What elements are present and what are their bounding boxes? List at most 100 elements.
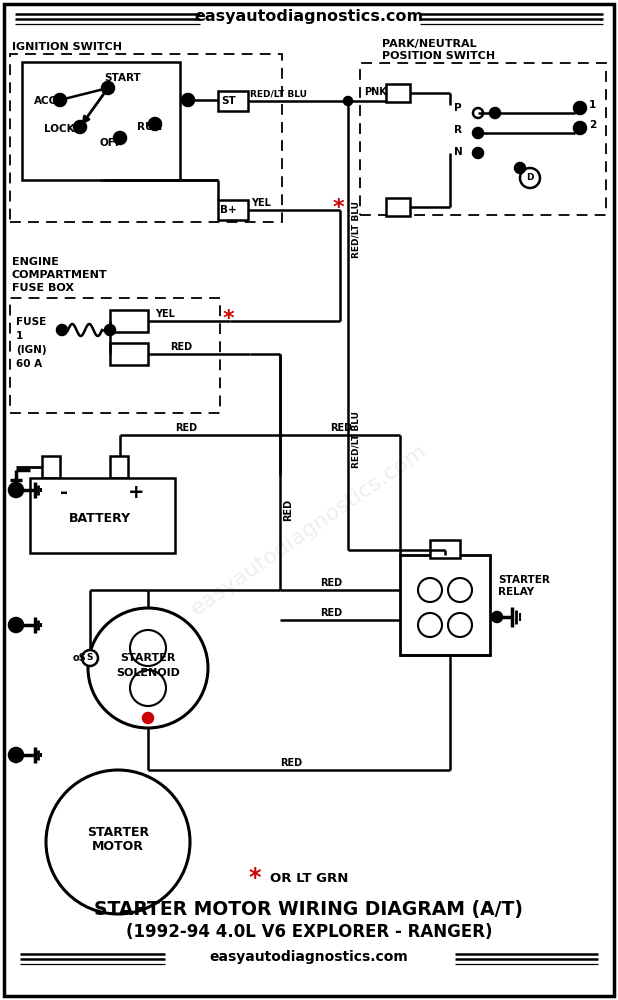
Circle shape xyxy=(114,132,126,144)
Circle shape xyxy=(490,108,500,118)
Bar xyxy=(10,54,282,222)
Text: S: S xyxy=(87,654,93,662)
Circle shape xyxy=(82,650,98,666)
Circle shape xyxy=(88,608,208,728)
Circle shape xyxy=(130,630,166,666)
Text: RED/LT BLU: RED/LT BLU xyxy=(250,90,307,99)
Text: +: + xyxy=(128,484,145,502)
Text: STARTER MOTOR WIRING DIAGRAM (A/T): STARTER MOTOR WIRING DIAGRAM (A/T) xyxy=(95,900,523,920)
Circle shape xyxy=(492,612,502,622)
Text: RED/LT BLU: RED/LT BLU xyxy=(352,412,361,468)
Text: oS: oS xyxy=(73,653,87,663)
Text: N: N xyxy=(454,147,463,157)
Bar xyxy=(42,456,60,478)
Circle shape xyxy=(574,122,586,134)
Text: SOLENOID: SOLENOID xyxy=(116,668,180,678)
Text: RED: RED xyxy=(283,499,293,521)
Text: RELAY: RELAY xyxy=(498,587,534,597)
Text: RED: RED xyxy=(320,608,342,618)
Text: easyautodiagnostics.com: easyautodiagnostics.com xyxy=(187,441,431,619)
Text: STARTER: STARTER xyxy=(87,826,149,838)
Text: R: R xyxy=(454,125,462,135)
Bar xyxy=(22,62,180,180)
Circle shape xyxy=(130,670,166,706)
Text: *: * xyxy=(222,309,234,329)
Text: OFF: OFF xyxy=(100,138,123,148)
Text: PNK: PNK xyxy=(364,87,387,97)
Text: RED: RED xyxy=(280,758,302,768)
Bar xyxy=(218,200,248,220)
Circle shape xyxy=(105,325,115,335)
Text: STARTER: STARTER xyxy=(121,653,176,663)
Circle shape xyxy=(515,163,525,173)
Text: RED: RED xyxy=(320,578,342,588)
Text: RUN: RUN xyxy=(137,122,163,132)
Text: P: P xyxy=(454,103,462,113)
Text: COMPARTMENT: COMPARTMENT xyxy=(12,270,108,280)
Text: easyautodiagnostics.com: easyautodiagnostics.com xyxy=(195,9,423,24)
Bar xyxy=(400,555,490,655)
Bar xyxy=(110,310,148,332)
Text: PARK/NEUTRAL: PARK/NEUTRAL xyxy=(382,39,476,49)
Text: (IGN): (IGN) xyxy=(16,345,46,355)
Circle shape xyxy=(418,578,442,602)
Text: STARTER: STARTER xyxy=(498,575,550,585)
Text: ST: ST xyxy=(221,96,235,106)
Text: -: - xyxy=(60,484,68,502)
Circle shape xyxy=(574,102,586,114)
Bar xyxy=(110,343,148,365)
Text: FUSE: FUSE xyxy=(16,317,46,327)
Text: RED: RED xyxy=(170,342,192,352)
Text: (1992-94 4.0L V6 EXPLORER - RANGER): (1992-94 4.0L V6 EXPLORER - RANGER) xyxy=(125,923,493,941)
Text: MOTOR: MOTOR xyxy=(92,840,144,854)
Text: LOCK: LOCK xyxy=(44,124,75,134)
Text: D: D xyxy=(527,174,534,182)
Circle shape xyxy=(149,118,161,130)
Circle shape xyxy=(46,770,190,914)
Text: *: * xyxy=(249,866,261,890)
Circle shape xyxy=(182,94,194,106)
Text: IGNITION SWITCH: IGNITION SWITCH xyxy=(12,42,122,52)
Text: YEL: YEL xyxy=(155,309,175,319)
Text: START: START xyxy=(104,73,141,83)
Text: ENGINE: ENGINE xyxy=(12,257,59,267)
Circle shape xyxy=(54,94,66,106)
Circle shape xyxy=(9,618,23,632)
Bar xyxy=(10,298,220,413)
Circle shape xyxy=(9,748,23,762)
Text: RED: RED xyxy=(330,423,352,433)
Text: POSITION SWITCH: POSITION SWITCH xyxy=(382,51,495,61)
Circle shape xyxy=(473,148,483,158)
Bar xyxy=(30,478,175,553)
Bar xyxy=(110,456,128,478)
Text: BATTERY: BATTERY xyxy=(69,512,131,524)
Bar xyxy=(386,84,410,102)
Text: RED: RED xyxy=(175,423,197,433)
Circle shape xyxy=(143,713,153,723)
Text: FUSE BOX: FUSE BOX xyxy=(12,283,74,293)
Circle shape xyxy=(418,613,442,637)
Circle shape xyxy=(448,578,472,602)
Text: ACC: ACC xyxy=(34,96,57,106)
Text: 60 A: 60 A xyxy=(16,359,42,369)
Text: B+: B+ xyxy=(220,205,237,215)
Text: *: * xyxy=(332,198,344,218)
Circle shape xyxy=(57,325,67,335)
Circle shape xyxy=(9,483,23,497)
Circle shape xyxy=(74,121,86,133)
Text: RED/LT BLU: RED/LT BLU xyxy=(352,202,361,258)
Text: easyautodiagnostics.com: easyautodiagnostics.com xyxy=(210,950,408,964)
Circle shape xyxy=(344,97,352,105)
Text: OR LT GRN: OR LT GRN xyxy=(270,871,349,884)
Text: 2: 2 xyxy=(589,120,596,130)
Bar xyxy=(218,91,248,111)
Bar xyxy=(430,540,460,558)
Circle shape xyxy=(102,82,114,94)
Text: YEL: YEL xyxy=(251,198,271,208)
Text: 1: 1 xyxy=(589,100,596,110)
Bar xyxy=(386,198,410,216)
Circle shape xyxy=(473,128,483,138)
Bar xyxy=(360,63,606,215)
Circle shape xyxy=(448,613,472,637)
Text: 1: 1 xyxy=(16,331,23,341)
